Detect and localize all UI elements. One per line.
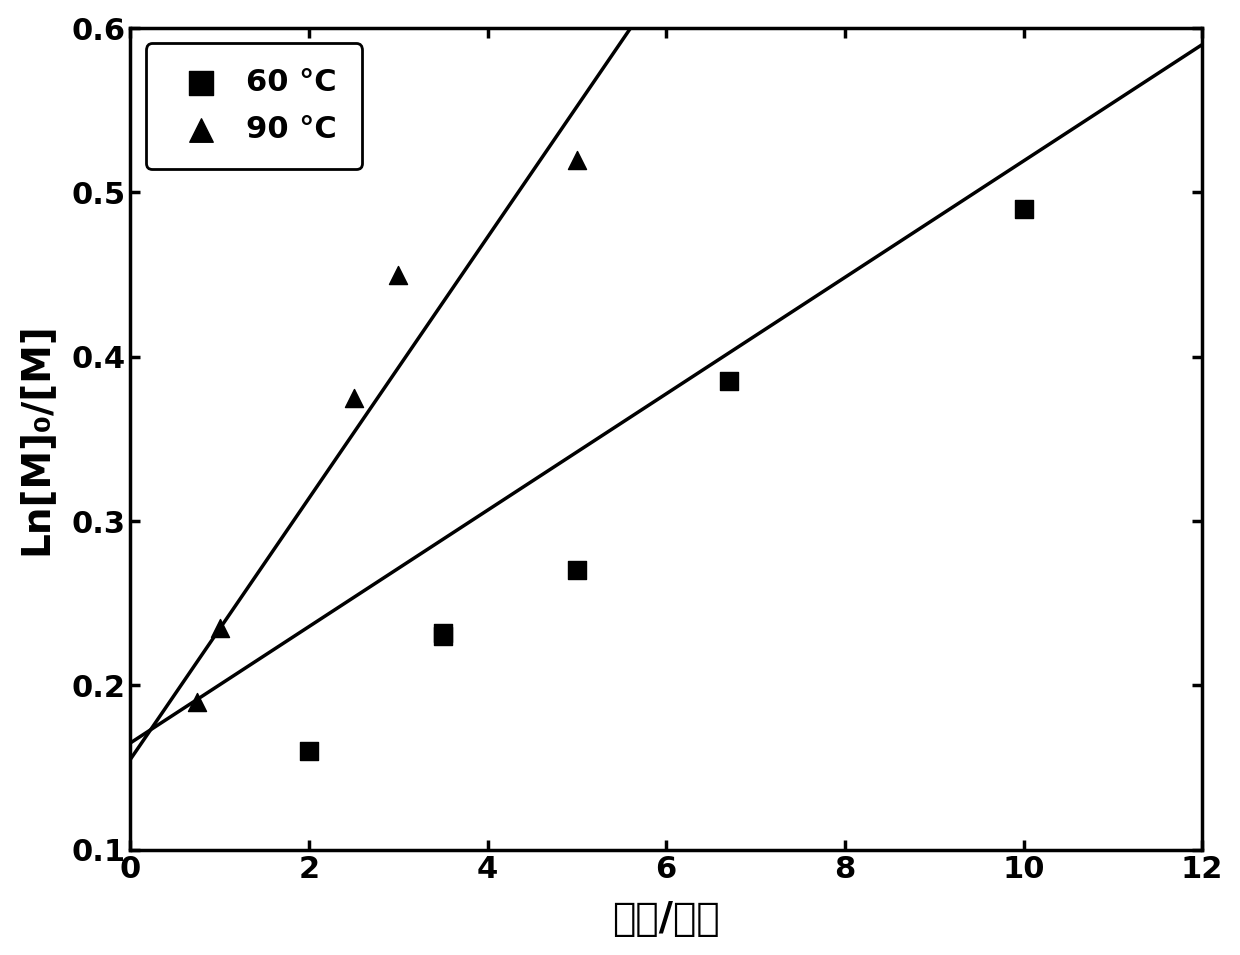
60 °C [433, 626, 453, 641]
X-axis label: 时间/小时: 时间/小时 [613, 901, 720, 939]
Y-axis label: Ln[M]₀/[M]: Ln[M]₀/[M] [16, 323, 55, 556]
60 °C [719, 373, 739, 389]
60 °C [1013, 202, 1033, 217]
90 °C [210, 621, 229, 636]
90 °C [343, 391, 363, 406]
60 °C [299, 744, 319, 759]
90 °C [567, 152, 587, 167]
60 °C [567, 562, 587, 578]
60 °C [433, 628, 453, 644]
90 °C [388, 267, 408, 283]
Legend: 60 °C, 90 °C: 60 °C, 90 °C [145, 43, 362, 169]
90 °C [187, 694, 207, 710]
